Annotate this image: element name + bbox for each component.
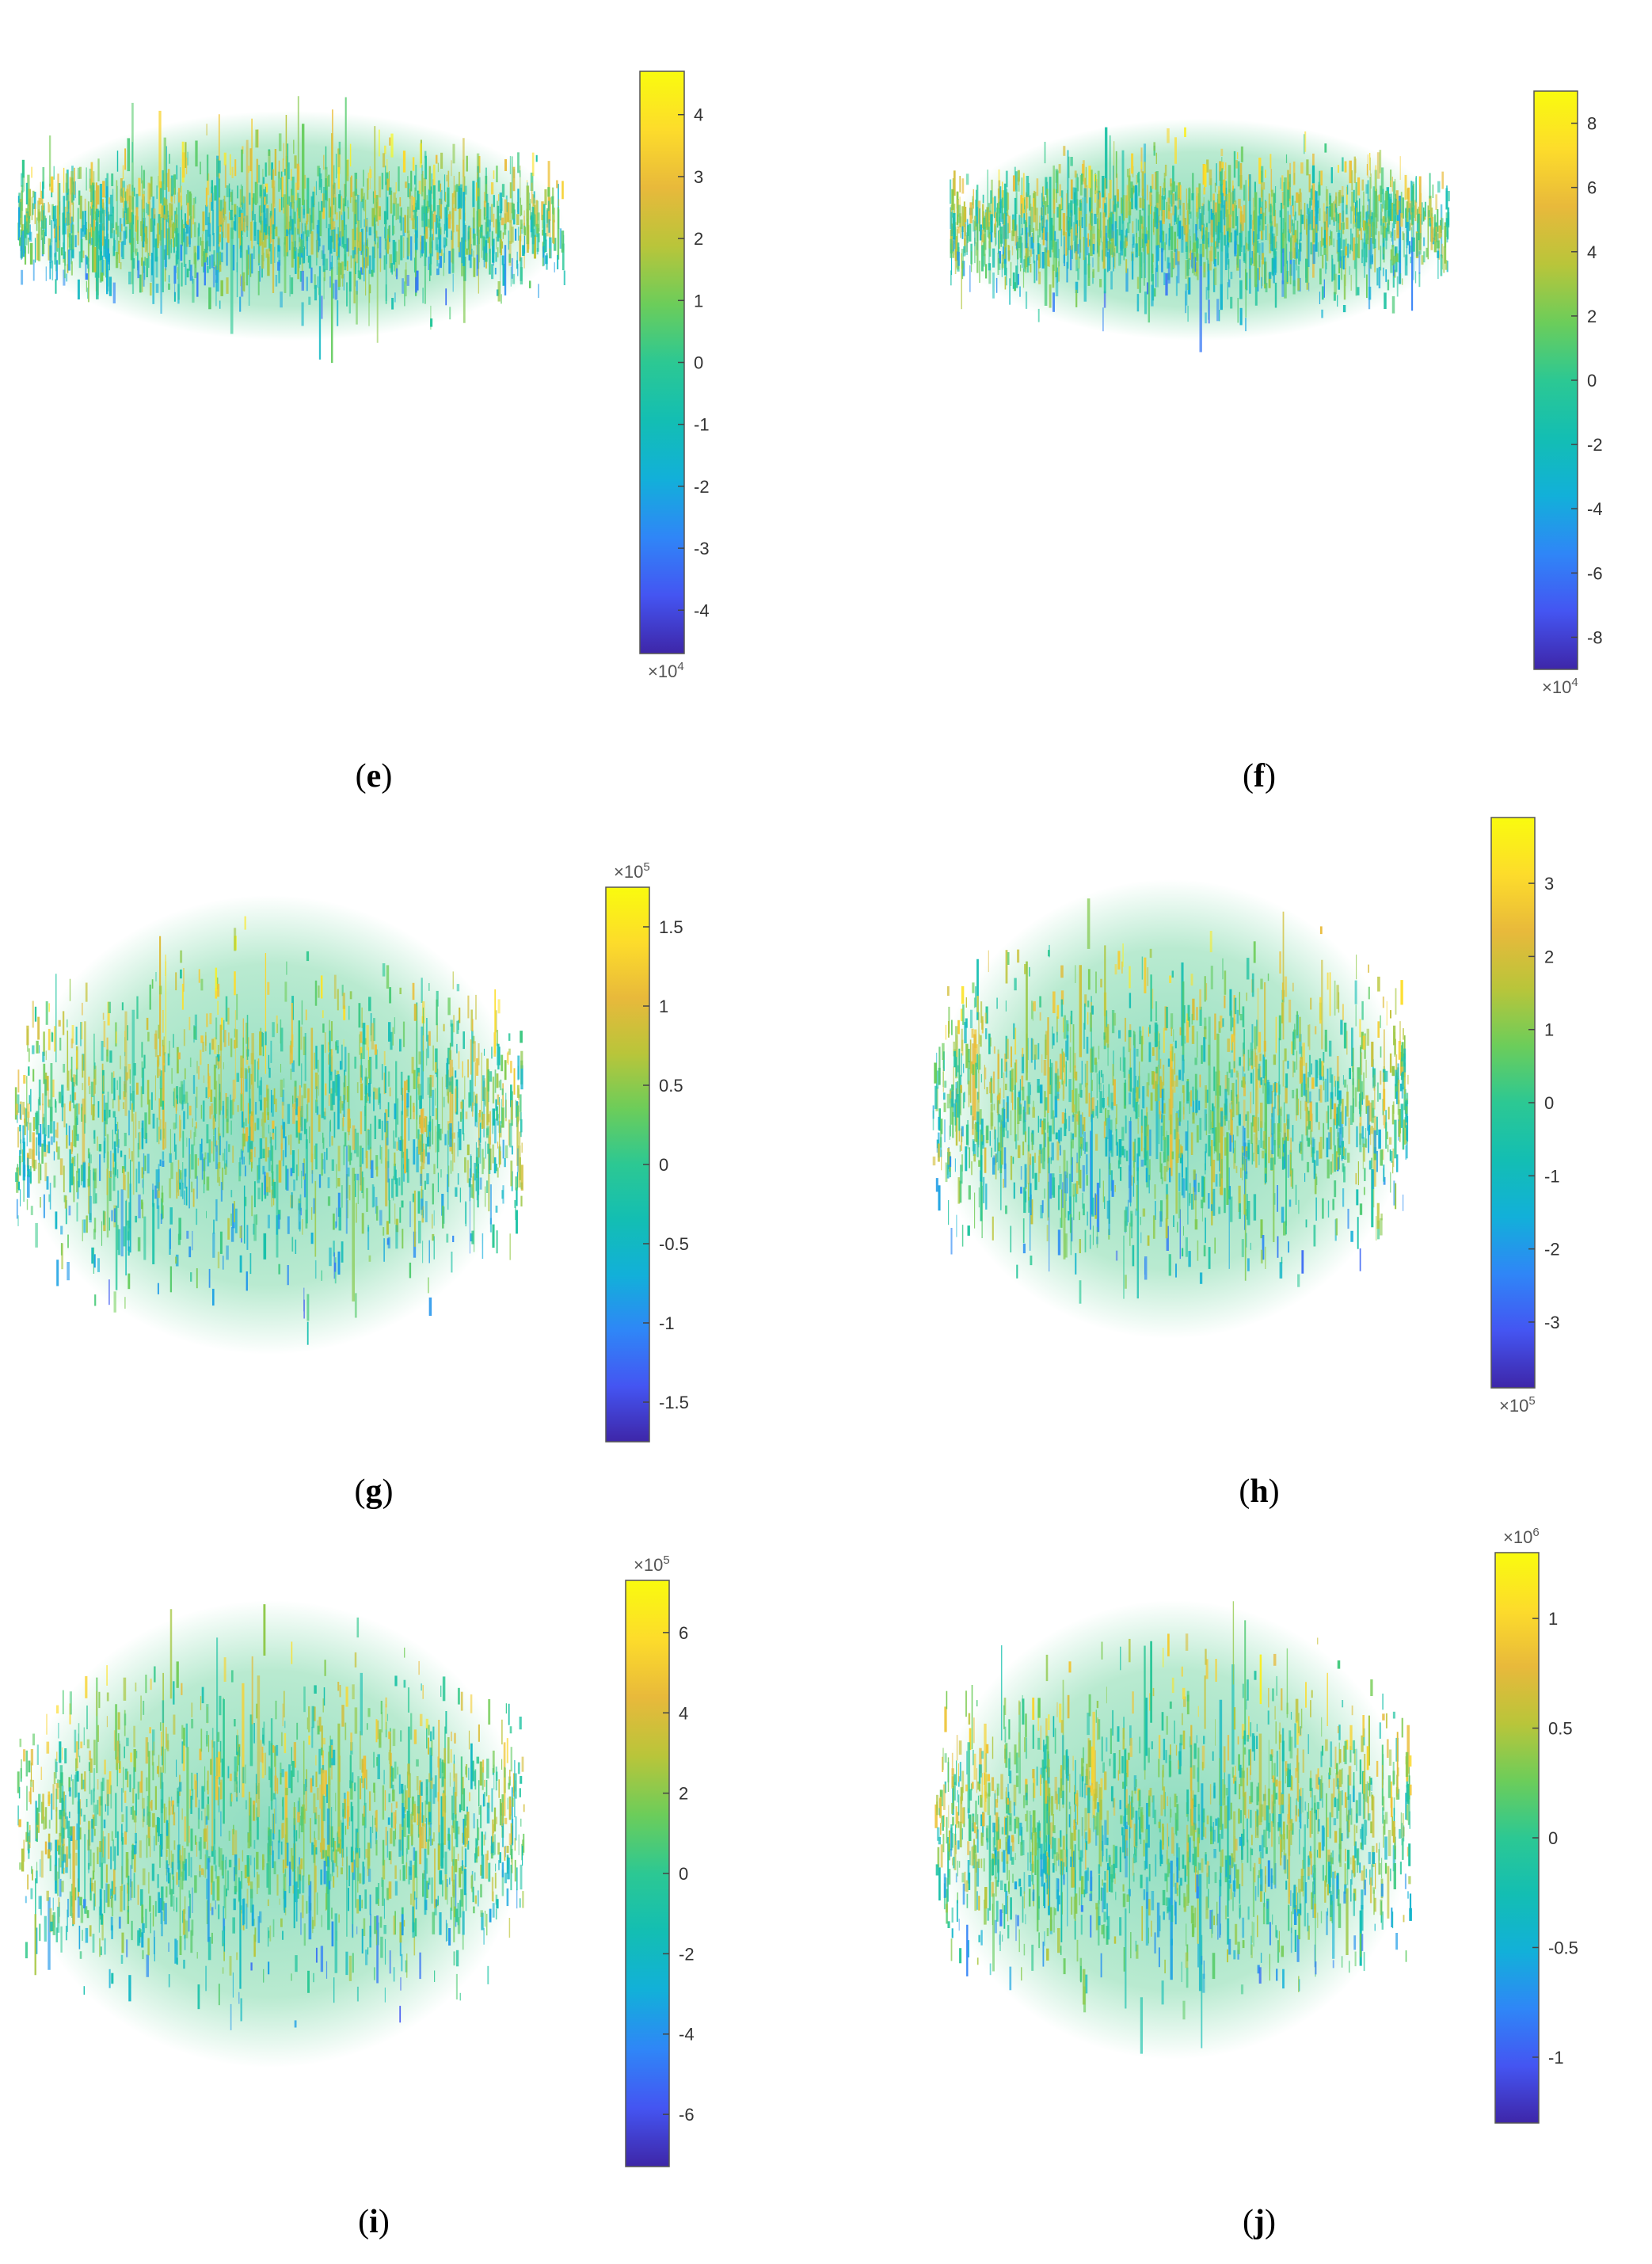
colorbar-tick-label: 4	[694, 105, 703, 125]
colorbar-tick-label: -4	[1587, 499, 1603, 519]
colorbar-e: 4 3 2 1 0 -1 -2 -3 -4 ×104	[639, 71, 710, 681]
colorbar-tick-label: -4	[694, 600, 710, 620]
colorbar-tick-label: -6	[1587, 563, 1603, 583]
panel-e: 4 3 2 1 0 -1 -2 -3 -4 ×104 (e)	[17, 71, 710, 795]
colorbar-f: 8 6 4 2 0 -2 -4 -6 -8 ×104	[1533, 90, 1603, 697]
plot-h	[932, 879, 1409, 1339]
colorbar-gradient	[1533, 90, 1578, 670]
colorbar-multiplier: ×104	[1542, 676, 1578, 697]
panel-f: 8 6 4 2 0 -2 -4 -6 -8 ×104 (f)	[949, 90, 1603, 795]
colorbar-tick-label: 6	[1587, 178, 1597, 198]
colorbar-tick-label: -1.5	[659, 1393, 689, 1412]
colorbar-tick-label: -2	[1587, 435, 1603, 455]
colorbar-multiplier: ×104	[648, 660, 684, 681]
colorbar-tick-label: -1	[694, 415, 710, 435]
colorbar-tick-label: 8	[1587, 114, 1597, 134]
colorbar-tick-label: 1	[694, 291, 703, 311]
colorbar-gradient	[605, 886, 650, 1443]
panel-g: 1.5 1 0.5 0 -0.5 -1 -1.5 ×105 (g)	[14, 860, 689, 1510]
colorbar-tick-label: 0	[1587, 371, 1597, 391]
colorbar-tick-label: 0	[694, 353, 703, 373]
colorbar-tick-label: -3	[694, 539, 710, 558]
caption-f: (f)	[1243, 758, 1276, 795]
colorbar-tick-label: 1.5	[659, 917, 683, 937]
plot-f	[949, 119, 1450, 353]
plot-g	[14, 895, 523, 1355]
colorbar-gradient	[639, 71, 685, 654]
colorbar-tick-label: 0	[659, 1155, 668, 1175]
colorbar-tick-label: 1	[659, 997, 668, 1016]
colorbar-tick-label: -2	[694, 477, 710, 497]
colorbar-tick-label: 3	[694, 167, 703, 187]
caption-e: (e)	[356, 758, 393, 795]
plot-e	[17, 96, 565, 364]
colorbar-tick-label: 4	[1587, 242, 1597, 262]
colorbar-multiplier: ×105	[614, 860, 650, 882]
colorbar-tick-label: 2	[1587, 307, 1597, 326]
colorbar-tick-label: 0.5	[659, 1076, 683, 1096]
colorbar-tick-label: 2	[694, 229, 703, 249]
caption-g: (g)	[355, 1473, 394, 1510]
colorbar-tick-label: -0.5	[659, 1234, 689, 1254]
colorbar-tick-label: -8	[1587, 627, 1603, 647]
colorbar-tick-label: -1	[659, 1313, 675, 1333]
colorbar-g: 1.5 1 0.5 0 -0.5 -1 -1.5 ×105	[605, 860, 689, 1443]
